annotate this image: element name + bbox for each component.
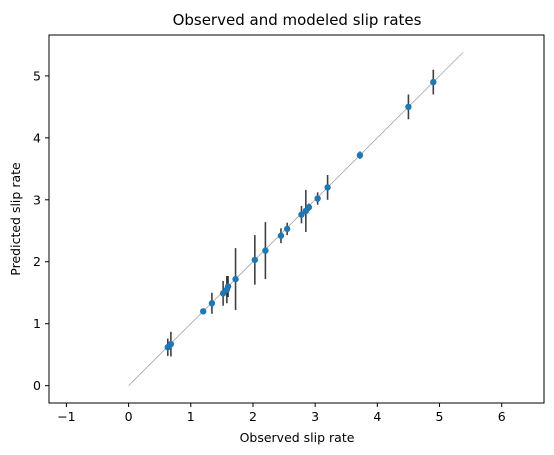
data-point [208, 300, 216, 307]
data-point [200, 308, 207, 315]
x-tick-label: −1 [57, 409, 75, 424]
x-axis: −1 0 1 2 3 4 5 6 [57, 403, 506, 424]
y-tick-label: 3 [33, 192, 41, 207]
data-point [298, 211, 305, 218]
x-tick-label: 1 [187, 409, 195, 424]
data-point [356, 151, 364, 159]
data-point [405, 103, 412, 111]
y-axis-label: Predicted slip rate [8, 162, 23, 276]
y-tick-label: 4 [33, 130, 41, 145]
data-point [283, 225, 291, 233]
y-tick-label: 5 [33, 68, 41, 83]
plot-area [128, 52, 464, 386]
y-axis: 0 1 2 3 4 5 [33, 68, 49, 393]
x-tick-label: 2 [249, 409, 257, 424]
x-tick-label: 3 [311, 409, 319, 424]
data-point [232, 275, 239, 283]
x-tick-label: 5 [436, 409, 444, 424]
x-axis-label: Observed slip rate [240, 430, 355, 445]
y-tick-label: 2 [33, 254, 41, 269]
data-point [305, 204, 313, 211]
x-tick-label: 4 [373, 409, 381, 424]
data-point [167, 340, 175, 348]
y-tick-label: 0 [33, 378, 41, 393]
data-point [324, 184, 331, 191]
x-tick-label: 0 [125, 409, 133, 424]
data-point [262, 247, 269, 254]
x-tick-label: 6 [498, 409, 506, 424]
data-point [251, 256, 259, 264]
y-tick-label: 1 [33, 316, 41, 331]
chart-title: Observed and modeled slip rates [173, 11, 422, 29]
axes-frame [48, 34, 545, 404]
data-point [314, 195, 321, 202]
data-point [224, 283, 232, 290]
data-point [277, 232, 285, 239]
reference-line [128, 52, 464, 386]
data-point [430, 78, 437, 86]
